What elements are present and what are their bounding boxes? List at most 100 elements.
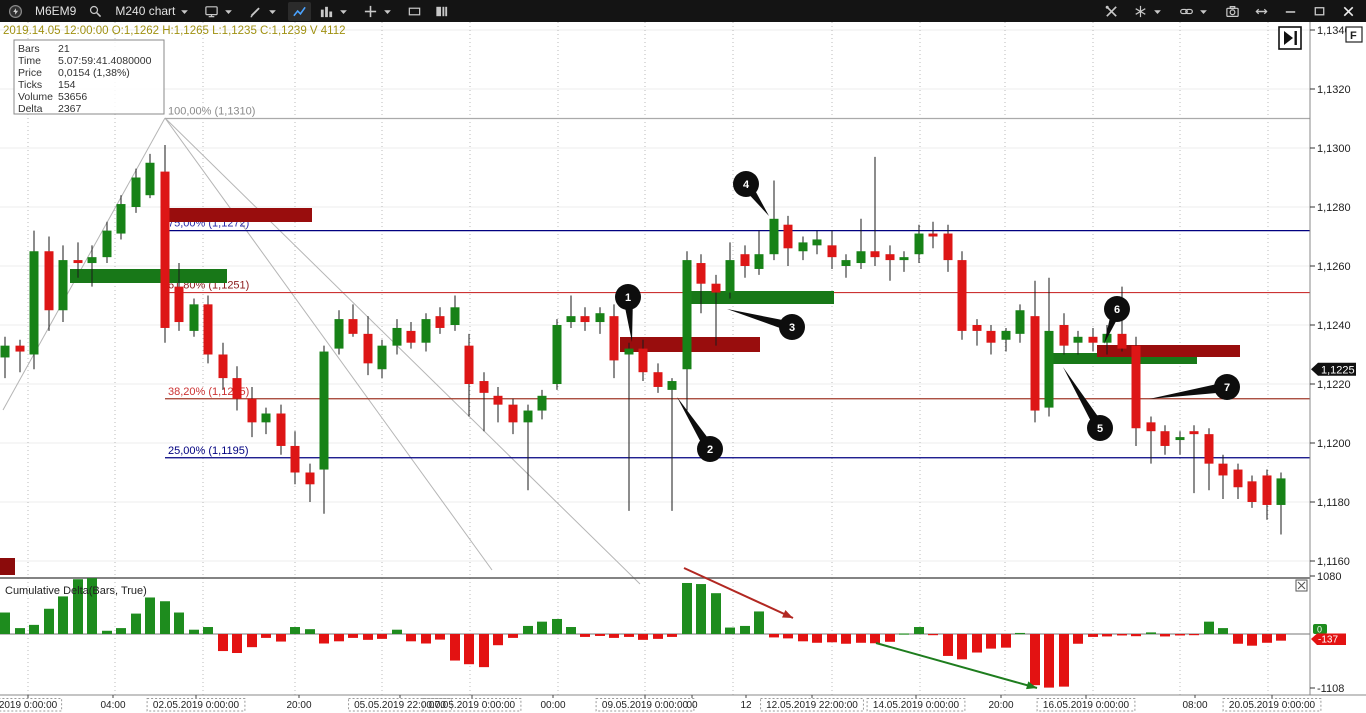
candle-body [580,316,590,323]
delta-bar [812,634,822,643]
screenshot-button[interactable] [1221,2,1244,21]
candle-body [232,378,242,399]
delta-bar [305,629,315,634]
chart-canvas[interactable]: 100,00% (1,1310)75,00% (1,1272)61,80% (1… [0,22,1366,713]
time-tick-box [595,698,695,712]
price-tick-label: 1,1200 [1317,438,1351,450]
panels-button[interactable] [430,2,453,21]
candle-body [305,472,315,485]
quick-settings-button[interactable] [1100,2,1123,21]
volume-profile-bar [70,269,227,283]
play-icon [1284,31,1293,45]
candle-body [552,325,562,384]
minimize-button[interactable] [1279,2,1302,21]
candle-body [450,307,460,325]
delta-bar [392,629,402,634]
delta-bar [1146,632,1156,634]
chart-area[interactable]: 100,00% (1,1310) 75,00% (1,1272) 61,80% (1… [0,22,1366,713]
chart-type-button[interactable] [288,1,312,21]
fib-trendline[interactable] [2,117,166,411]
delta-bar [160,601,170,634]
marker-number: 5 [1097,423,1103,435]
candle-body [145,162,155,196]
trend-arrow[interactable] [875,642,1038,689]
candle-body [479,381,489,393]
candle-body [711,283,721,293]
layout-monitor-button[interactable] [200,2,240,21]
price-tick-label: 1,1240 [1317,320,1351,332]
tooltip-row-label: Price [18,67,42,79]
candle-body [638,348,648,373]
time-axis[interactable] [0,695,1366,713]
marker-balloon[interactable] [1214,374,1240,400]
search-icon[interactable] [84,2,107,21]
link-charts-button[interactable] [1175,2,1215,21]
candle-body [523,410,533,423]
fib-trendline[interactable] [164,117,641,585]
time-tick-box [1036,698,1136,712]
price-tick-label: 1,1180 [1317,497,1350,509]
candle-body [769,218,779,255]
fib-level-label: 25,00% (1,1195) [168,445,249,457]
add-indicator-button[interactable] [359,2,399,21]
candle-body [116,204,126,234]
bar-info-tooltip [13,39,165,115]
symbol-label-label: M6EM9 [35,4,77,18]
symbol-label[interactable]: M6EM9 [31,2,80,20]
marker-balloon[interactable] [615,284,641,310]
trend-arrow[interactable] [683,567,794,619]
marker-balloon[interactable] [733,171,759,197]
f-button[interactable] [1345,26,1363,43]
delta-bar [566,627,576,634]
add-indicator-icon [365,5,377,17]
time-tick-box [760,698,864,712]
rectangle-tool-button[interactable] [403,2,426,21]
candle-body [899,257,909,261]
app-logo[interactable] [4,2,27,21]
marker-balloon[interactable] [1087,415,1113,441]
delta-bar [740,625,750,634]
chevron-down-icon [1200,9,1207,14]
marker-balloon[interactable] [697,436,723,462]
maximize-icon [1314,6,1325,15]
candle-body [1146,422,1156,432]
candle-body [812,239,822,246]
marker-tail [1063,367,1105,431]
timeframe-selector[interactable]: M240 chart [111,2,196,21]
delta-bar [1015,632,1025,635]
cluster-mode-button[interactable] [315,2,355,21]
dock-icon [1255,8,1268,14]
delta-bar [116,628,126,634]
time-tick-label: 20:00 [286,700,311,711]
marker-balloon[interactable] [1104,296,1130,322]
delta-bar [1175,634,1185,636]
layout-monitor-icon [205,5,219,17]
fib-trendline[interactable] [164,117,493,571]
close-button[interactable] [1337,2,1360,21]
drawing-tools-button[interactable] [244,2,284,21]
delta-bar [682,582,692,634]
dock-button[interactable] [1250,2,1273,21]
candle-body [1073,336,1083,343]
tooltip-row-value: 21 [58,43,70,55]
fib-level-label: 100,00% (1,1310) [168,106,255,118]
candle-body [334,319,344,349]
candle-body [1117,333,1127,349]
candle-body [1262,475,1272,505]
toolbar: M6EM9 M240 chart [0,0,1366,22]
delta-bar [145,597,155,634]
delta-bar [1204,621,1214,634]
delta-bar [972,634,982,653]
chevron-down-icon [181,9,189,14]
candle-body [1030,316,1040,411]
maximize-button[interactable] [1308,2,1331,21]
delta-bar [667,634,677,637]
marker-balloon[interactable] [779,314,805,340]
volume-profile-bar [168,208,312,222]
candle-body [1088,336,1098,343]
delta-bar [1218,628,1228,634]
candle-body [392,327,402,346]
candle-body [914,233,924,255]
strategies-button[interactable] [1129,2,1169,21]
tooltip-row-label: Delta [18,103,43,115]
